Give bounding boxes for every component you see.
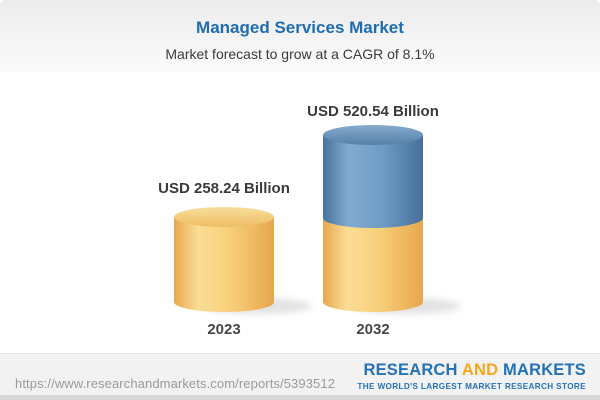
logo-word-markets: MARKETS [503, 361, 586, 379]
chart-title: Managed Services Market [196, 18, 404, 37]
header: Managed Services Market Market forecast … [0, 0, 600, 73]
bar-2032-blue-segment [323, 125, 423, 228]
bottom-strip [0, 395, 600, 400]
logo-wordmark: RESEARCH AND MARKETS [357, 362, 586, 379]
logo-tagline: THE WORLD'S LARGEST MARKET RESEARCH STOR… [357, 381, 586, 391]
chart-subtitle: Market forecast to grow at a CAGR of 8.1… [165, 46, 435, 62]
cylinder-bar-chart [174, 125, 461, 314]
category-label-2032: 2032 [356, 321, 390, 338]
value-label-2032: USD 520.54 Billion [307, 103, 439, 120]
chart-area: USD 258.24 Billion USD 520.54 Billion 20… [0, 72, 600, 353]
bar-2023 [174, 207, 274, 312]
value-label-2023: USD 258.24 Billion [158, 180, 290, 197]
report-url: https://www.researchandmarkets.com/repor… [15, 376, 336, 391]
footer: https://www.researchandmarkets.com/repor… [0, 353, 600, 400]
logo-word-research: RESEARCH [363, 361, 458, 379]
category-label-2023: 2023 [207, 321, 241, 338]
research-and-markets-logo: RESEARCH AND MARKETS THE WORLD'S LARGEST… [357, 362, 586, 391]
logo-word-and: AND [461, 361, 499, 379]
bar-2032 [323, 125, 423, 312]
